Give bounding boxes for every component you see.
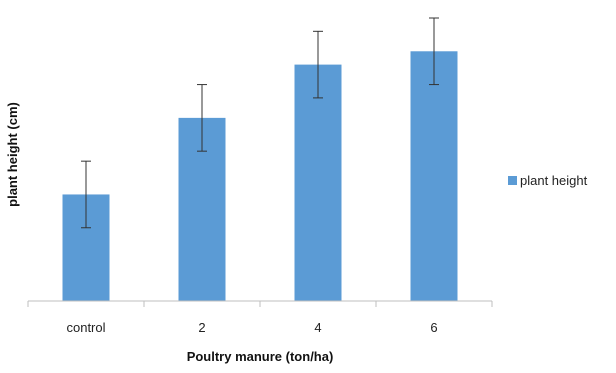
bars-group — [62, 51, 458, 302]
error-bar-control — [81, 160, 91, 229]
error-bars-group — [81, 17, 439, 229]
bar-6 — [410, 51, 458, 302]
error-bar-4 — [313, 30, 323, 99]
x-tick-label-control: control — [66, 320, 105, 335]
legend-swatch — [508, 176, 517, 185]
y-axis-title: plant height (cm) — [5, 102, 20, 207]
x-tick-label-4: 4 — [314, 320, 321, 335]
x-tick-label-2: 2 — [198, 320, 205, 335]
error-bar-6 — [429, 17, 439, 86]
x-ticks-group — [27, 301, 493, 307]
x-tick-label-6: 6 — [430, 320, 437, 335]
bar-4 — [294, 64, 342, 302]
legend-label: plant height — [520, 173, 588, 188]
x-tick-labels-group: control 2 4 6 — [66, 320, 437, 335]
error-bar-2 — [197, 84, 207, 152]
x-axis-title: Poultry manure (ton/ha) — [187, 349, 334, 364]
